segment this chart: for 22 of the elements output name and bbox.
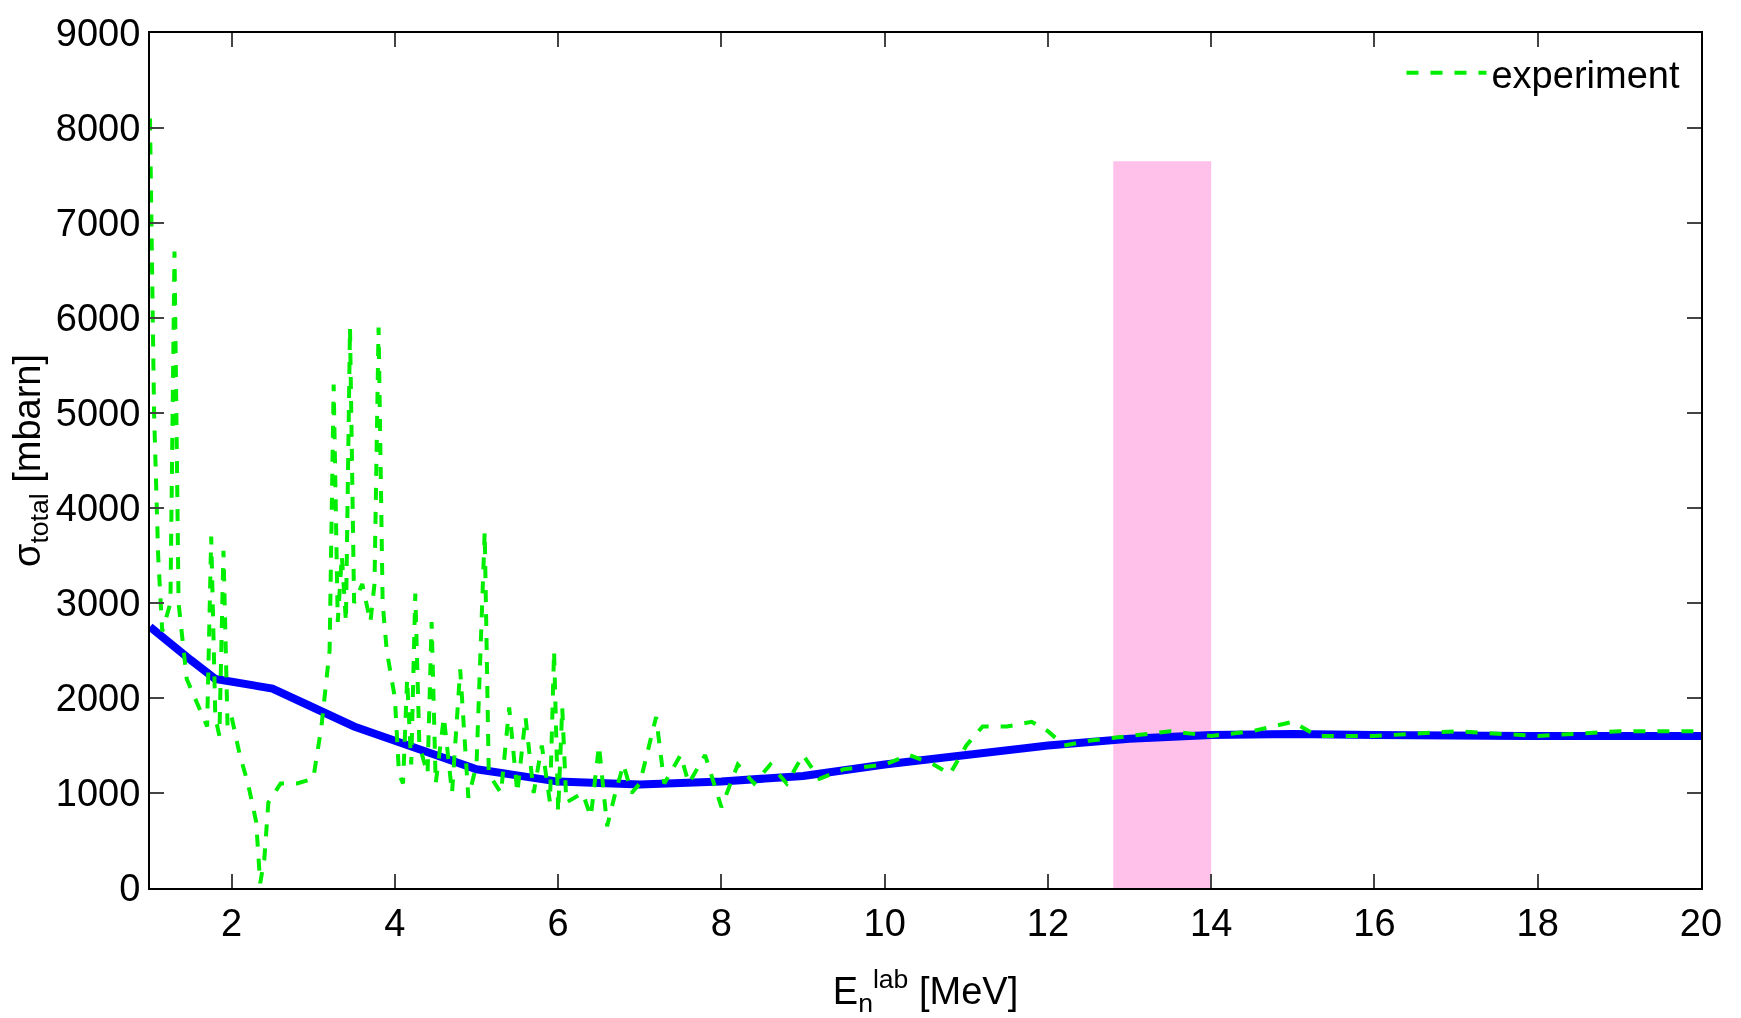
- y-tick-label: 6000: [55, 297, 141, 340]
- legend-label: experiment: [1491, 53, 1680, 96]
- y-tick-label: 0: [119, 867, 141, 910]
- y-tick-label: 1000: [55, 772, 141, 815]
- x-tick-label: 2: [221, 901, 243, 944]
- y-tick-label: 2000: [55, 677, 141, 720]
- y-tick-label: 5000: [55, 392, 141, 435]
- y-tick-label: 3000: [55, 582, 141, 625]
- x-tick-label: 20: [1679, 901, 1723, 944]
- x-tick-label: 12: [1026, 901, 1070, 944]
- x-tick-label: 8: [710, 901, 732, 944]
- y-tick-label: 8000: [55, 107, 141, 150]
- y-tick-label: 4000: [55, 487, 141, 530]
- x-tick-label: 14: [1190, 901, 1233, 944]
- x-tick-label: 6: [547, 901, 569, 944]
- x-tick-label: 18: [1516, 901, 1559, 944]
- x-axis-title: E$_{n}$$^{lab}$ [MeV]: [832, 964, 1019, 1018]
- x-tick-label: 10: [863, 901, 906, 944]
- y-tick-label: 7000: [55, 202, 141, 245]
- y-tick-label: 9000: [55, 12, 141, 55]
- x-tick-label: 16: [1353, 901, 1396, 944]
- x-tick-label: 4: [384, 901, 406, 944]
